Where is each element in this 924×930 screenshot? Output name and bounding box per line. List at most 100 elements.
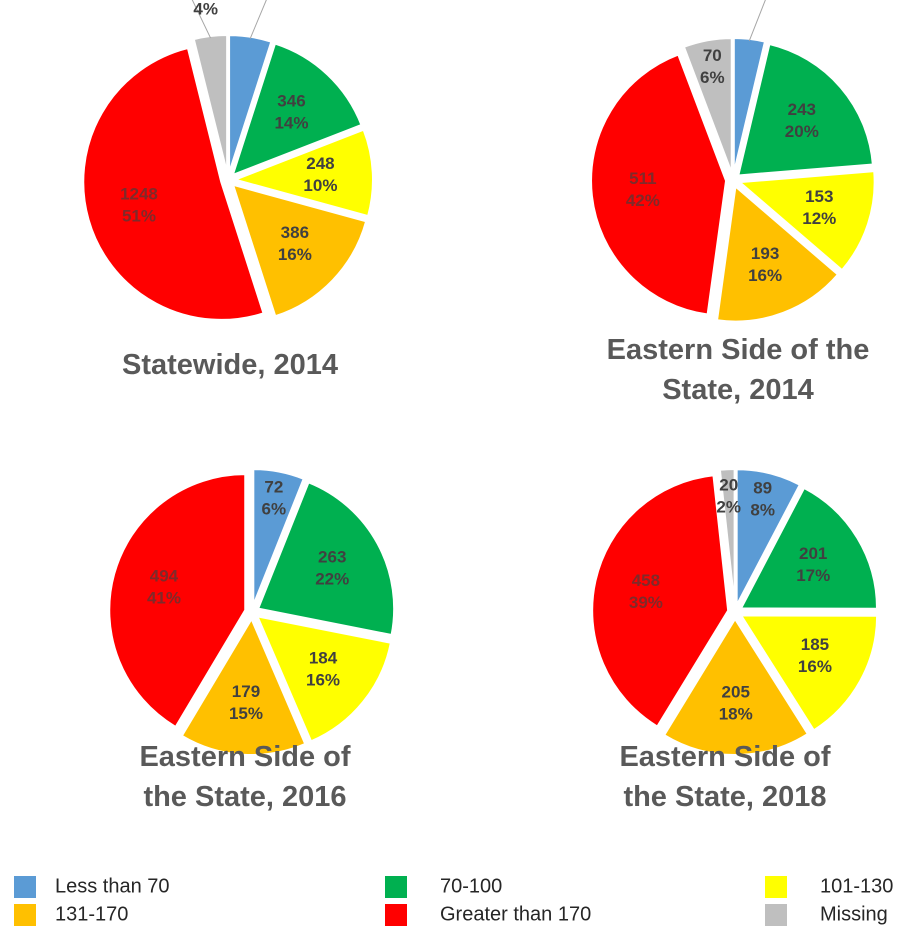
legend-label: Greater than 170 (440, 903, 591, 925)
data-label: 201 17% (796, 544, 830, 585)
data-label: 205 18% (719, 682, 753, 723)
leader-line (748, 0, 766, 42)
legend-swatch (765, 876, 787, 898)
label-percent: 4% (193, 0, 218, 18)
label-percent: 42% (626, 191, 660, 210)
label-percent: 8% (750, 501, 775, 520)
data-label: 179 15% (229, 682, 263, 723)
pie-slice (231, 183, 368, 318)
label-count: 70 (703, 46, 722, 65)
label-percent: 6% (700, 68, 725, 87)
pie-slice (256, 481, 396, 637)
label-percent: 16% (278, 245, 312, 264)
label-count: 386 (281, 223, 309, 242)
legend-label: 70-100 (440, 875, 502, 897)
legend-swatch (385, 904, 407, 926)
chart-title: Eastern Side of the State, 2018 (619, 741, 831, 813)
label-count: 243 (788, 100, 816, 119)
label-percent: 41% (147, 589, 181, 608)
data-label: 346 14% (274, 92, 308, 133)
data-label: 193 16% (748, 244, 782, 285)
label-percent: 15% (229, 704, 263, 723)
data-label: 243 20% (785, 100, 819, 141)
pie-slice (718, 468, 736, 606)
label-count: 511 (629, 169, 656, 188)
label-count: 458 (632, 571, 660, 590)
label-percent: 12% (802, 209, 836, 228)
pie-slice (590, 53, 728, 316)
label-count: 72 (264, 477, 283, 496)
data-label: 1248 51% (120, 184, 158, 225)
legend-label: 131-170 (55, 903, 128, 925)
data-label: 248 10% (303, 154, 337, 195)
label-percent: 20% (785, 122, 819, 141)
label-count: 201 (799, 544, 827, 563)
label-percent: 2% (716, 497, 741, 516)
label-percent: 17% (796, 566, 830, 585)
pie-slice (192, 34, 229, 174)
label-count: 179 (232, 682, 260, 701)
label-percent: 51% (122, 206, 156, 225)
label-percent: 16% (306, 670, 340, 689)
label-percent: 39% (629, 593, 663, 612)
label-count: 185 (801, 635, 829, 654)
pie-slice (591, 474, 730, 728)
pie-slice (732, 37, 767, 174)
chart-title: Statewide, 2014 (122, 349, 338, 381)
label-count: 20 (719, 475, 738, 494)
label-percent: 4% (782, 0, 807, 1)
data-label: 20 2% (716, 475, 741, 516)
data-label: 89 8% (750, 479, 775, 520)
data-label: 70 6% (700, 46, 725, 87)
legend-swatch (14, 904, 36, 926)
legend-swatch (765, 904, 787, 926)
pie-slice (735, 468, 802, 606)
data-label: 72 6% (262, 477, 287, 518)
chart-title: Eastern Side of the State, 2016 (139, 741, 351, 813)
pie-slice (252, 468, 306, 606)
pie-slice (231, 42, 363, 177)
data-label: 954% (193, 0, 218, 18)
label-percent: 10% (303, 176, 337, 195)
data-label: 494 41% (147, 567, 181, 608)
label-percent: 22% (315, 569, 349, 588)
pie-slice (255, 615, 393, 743)
pie-slice (737, 42, 874, 177)
label-count: 346 (277, 92, 305, 111)
pie-slice (108, 473, 247, 729)
data-label: 263 22% (315, 547, 349, 588)
label-percent: 14% (274, 114, 308, 133)
data-label: 185 16% (798, 635, 832, 676)
legend-label: Missing (820, 903, 888, 925)
pie-slice (180, 616, 307, 756)
label-count: 1248 (120, 184, 158, 203)
label-percent: 16% (798, 657, 832, 676)
label-percent: 6% (262, 499, 287, 518)
legend-swatch (385, 876, 407, 898)
data-label: 511 42% (626, 169, 660, 210)
label-count: 263 (318, 547, 346, 566)
leader-line (249, 0, 267, 39)
pie-slice (82, 46, 265, 321)
label-percent: 16% (748, 266, 782, 285)
label-count: 193 (751, 244, 779, 263)
legend-label: Less than 70 (55, 875, 170, 897)
pie-slice (682, 37, 733, 174)
leader-line (191, 0, 212, 39)
label-count: 494 (150, 567, 179, 586)
pie-slice (662, 617, 810, 756)
pie-slice (739, 486, 878, 610)
legend-swatch (14, 876, 36, 898)
data-label: 454% (782, 0, 807, 1)
pie-slice (231, 128, 374, 218)
label-percent: 18% (719, 704, 753, 723)
label-count: 89 (753, 479, 772, 498)
label-count: 184 (309, 648, 338, 667)
data-label: 184 16% (306, 648, 340, 689)
data-label: 386 16% (278, 223, 312, 264)
legend-label: 101-130 (820, 875, 893, 897)
label-count: 205 (722, 682, 750, 701)
pie-slice (737, 170, 876, 272)
